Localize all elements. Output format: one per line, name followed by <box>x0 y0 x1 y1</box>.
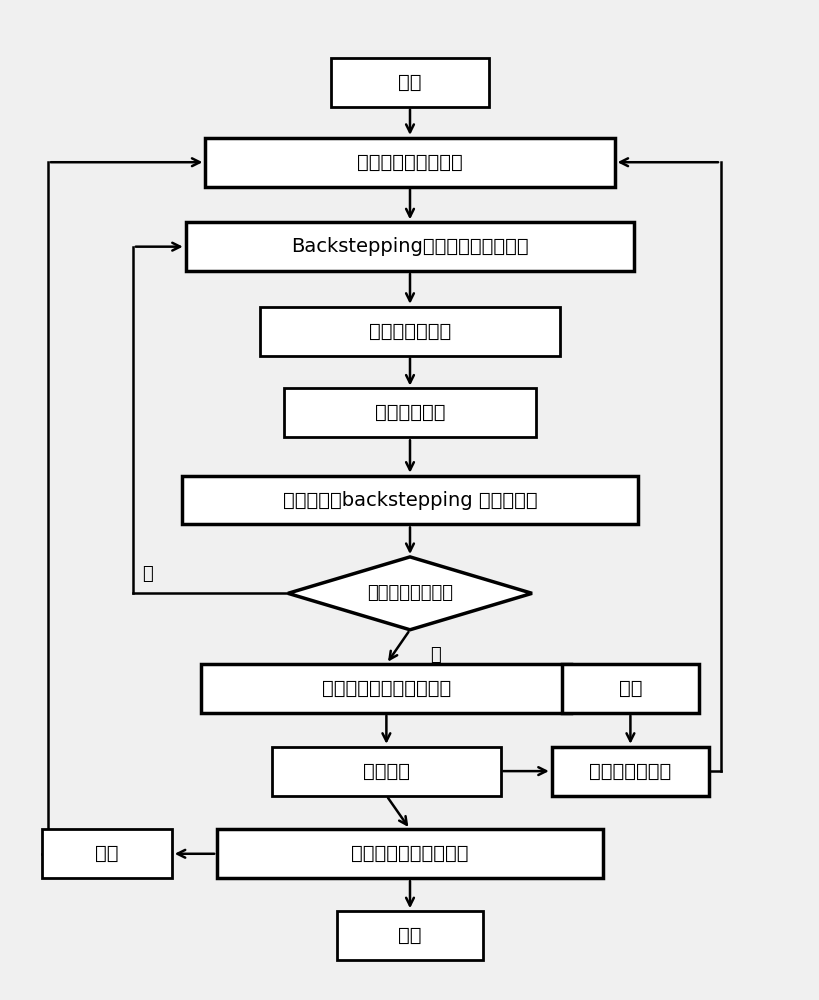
Bar <box>283 388 536 437</box>
Bar <box>205 138 614 187</box>
Text: 是否输出指令舐角: 是否输出指令舐角 <box>367 584 452 602</box>
Text: 获得虚拟控制律: 获得虚拟控制律 <box>369 322 450 341</box>
Text: 舐机伺服系统的模拟模块: 舐机伺服系统的模拟模块 <box>321 679 450 698</box>
Text: 罗经: 罗经 <box>95 844 119 863</box>
Text: 构造第二动态: 构造第二动态 <box>374 403 445 422</box>
Bar <box>185 222 634 271</box>
Polygon shape <box>287 557 532 630</box>
Text: 动态补唇器模块: 动态补唇器模块 <box>589 762 671 781</box>
Text: 完成自适应backstepping 控制器模块: 完成自适应backstepping 控制器模块 <box>283 490 536 510</box>
Text: 实际舐角: 实际舐角 <box>363 762 410 781</box>
Text: Backstepping控制器构造第一动态: Backstepping控制器构造第一动态 <box>291 237 528 256</box>
Text: 开始: 开始 <box>398 73 421 92</box>
Bar <box>201 664 571 713</box>
Bar <box>260 307 559 356</box>
Text: 船舘航向参考模型模块: 船舘航向参考模型模块 <box>351 844 468 863</box>
Bar <box>331 58 488 107</box>
Bar <box>337 911 482 960</box>
Bar <box>42 829 172 878</box>
Text: 航向信息的数据采集: 航向信息的数据采集 <box>357 153 462 172</box>
Text: 否: 否 <box>143 565 153 583</box>
Bar <box>217 829 602 878</box>
Bar <box>551 747 708 796</box>
Bar <box>561 664 699 713</box>
Bar <box>272 747 500 796</box>
Text: 结束: 结束 <box>398 926 421 945</box>
Text: 求差: 求差 <box>618 679 641 698</box>
Text: 是: 是 <box>429 646 440 664</box>
Bar <box>182 476 637 524</box>
